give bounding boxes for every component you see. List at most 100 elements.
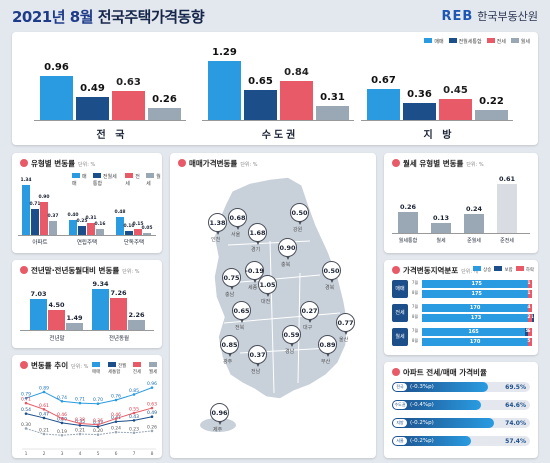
trend-x-tick: 2 [43, 451, 46, 457]
trend-point [42, 416, 46, 420]
trend-point [96, 423, 100, 427]
summary-value-label: 0.65 [248, 76, 273, 88]
trend-point [114, 420, 118, 423]
map-value-bubble: 0.50 [322, 261, 341, 283]
trend-x-tick: 8 [151, 451, 154, 457]
summary-value-label: 0.26 [152, 94, 177, 106]
yoy-bar [48, 310, 65, 330]
trend-legend-item: 전세 [132, 362, 146, 375]
dist-legend-swatch [515, 266, 524, 271]
type-bar [31, 208, 39, 235]
ratio-category-badge: 서울 [393, 437, 407, 445]
distribution-down-value: 4 [527, 305, 531, 310]
yoy-category-label: 전년말 [49, 336, 65, 342]
distribution-panel: 가격변동지역분포 단위: 개 상승 보합 하락 매매 전세 월세 7월 175 0 1 8월 175 0… [384, 260, 538, 355]
top-legend-swatch [486, 38, 495, 43]
summary-bar [475, 109, 508, 120]
type-baseline [18, 235, 156, 236]
ratio-category-badge: 지방 [393, 419, 407, 427]
trend-value-label: 0.79 [21, 392, 31, 398]
brand-name: 한국부동산원 [477, 10, 538, 23]
map-value-bubble: 0.89 [318, 335, 337, 357]
type-bar [69, 220, 77, 235]
trend-value-label: 0.43 [129, 414, 139, 420]
trend-chart: 0.79 0.89 0.74 0.71 0.70 0.76 0.85 0.96 0.54 0.47… [21, 381, 157, 457]
type-change-legend: 매매 전월세통합 전세 월세 [72, 173, 162, 187]
map-region-name: 충남 [225, 292, 235, 298]
map-value-bubble: 1.05 [258, 275, 277, 297]
type-value-label: 0.31 [85, 216, 97, 222]
ratio-change-label: (-0.2%p) [410, 437, 434, 444]
apt-ratio-title: 아파트 전세/매매 가격비율 [392, 367, 487, 378]
type-change-panel: 유형별 변동률 단위: % 매매 전월세통합 전세 월세 1.34 0.71 0.90 0.3… [12, 153, 162, 253]
type-value-label: 0.25 [76, 218, 88, 224]
type-legend-label: 전세 [125, 174, 140, 187]
summary-bar [112, 91, 145, 120]
top-legend-label: 월세 [520, 39, 530, 45]
top-legend-swatch [448, 38, 457, 43]
type-bar [22, 185, 30, 235]
distribution-up-value: 175 [471, 281, 482, 287]
map-region-name: 부산 [321, 359, 331, 365]
ratio-value-label: 69.5% [505, 383, 526, 391]
summary-bar [316, 105, 349, 120]
distribution-flat-bar [530, 314, 535, 322]
type-value-label: 0.05 [141, 226, 153, 232]
summary-baseline [202, 120, 354, 121]
map-value-bubble: 0.75 [222, 268, 241, 290]
summary-bar [439, 99, 472, 120]
map-value-bubble: 0.59 [282, 325, 301, 347]
trend-point [42, 407, 46, 411]
summary-bar [76, 97, 109, 120]
top-legend-swatch [424, 38, 433, 43]
trend-x-tick: 1 [25, 451, 28, 457]
dist-legend-item: 하락 [515, 266, 534, 273]
summary-bar [403, 103, 436, 120]
trend-value-label: 0.76 [111, 394, 121, 400]
trend-value-label: 0.21 [75, 428, 85, 434]
map-value-bubble: 0.77 [336, 313, 355, 335]
trend-panel: 변동률 추이 단위: % 매매 전월세통합 전세 월세 0.79 0.89 0.74 0.71… [12, 355, 162, 458]
summary-value-label: 0.22 [479, 95, 504, 107]
dist-legend-item: 상승 [473, 266, 491, 273]
trend-point [42, 432, 46, 436]
rent-bar [464, 213, 484, 233]
map-region-name: 서울 [231, 232, 241, 238]
trend-point [150, 386, 154, 389]
map-title: 매매가격변동률 단위: % [178, 158, 258, 169]
yoy-category-label: 전년동월 [108, 336, 130, 342]
distribution-up-value: 165 [468, 329, 479, 335]
map-region-name: 경기 [251, 247, 261, 253]
summary-category-label: 지 방 [423, 130, 455, 141]
dist-legend-swatch [473, 266, 482, 271]
map-region-name: 인천 [211, 237, 221, 243]
ratio-fill [392, 382, 488, 392]
rent-type-title: 월세 유형별 변동률 단위: % [392, 158, 484, 169]
distribution-up-bar [422, 290, 532, 298]
ratio-change-label: (-0.2%p) [410, 419, 434, 426]
summary-baseline [34, 120, 186, 121]
type-value-label: 0.16 [94, 222, 106, 228]
distribution-down-value: 6 [527, 329, 531, 334]
trend-point [60, 399, 64, 403]
distribution-flat-bar [525, 328, 530, 336]
dist-legend-label: 하락 [525, 268, 534, 273]
trend-x-tick: 4 [79, 451, 82, 457]
yoy-panel: 전년말·전년동월대비 변동률 단위: % 7.03 4.50 1.49 전년말 9.34 7… [12, 260, 162, 348]
jeju-island [200, 418, 236, 432]
trend-value-label: 0.89 [39, 385, 49, 391]
ratio-category-badge: 수도권 [393, 401, 407, 409]
top-legend-label: 전세 [496, 39, 506, 45]
rent-value-label: 0.26 [399, 203, 417, 212]
trend-point [150, 406, 154, 410]
type-bar [116, 217, 124, 235]
trend-legend-label: 매매 [92, 370, 101, 375]
trend-value-label: 0.54 [21, 407, 31, 413]
ratio-fill [392, 418, 495, 428]
summary-value-label: 0.31 [320, 91, 345, 103]
trend-legend-swatch [92, 362, 100, 367]
type-value-label: 0.10 [123, 224, 135, 230]
korea-map [200, 176, 349, 432]
trend-legend-label: 전세 [132, 370, 142, 375]
rent-bar [497, 184, 517, 233]
